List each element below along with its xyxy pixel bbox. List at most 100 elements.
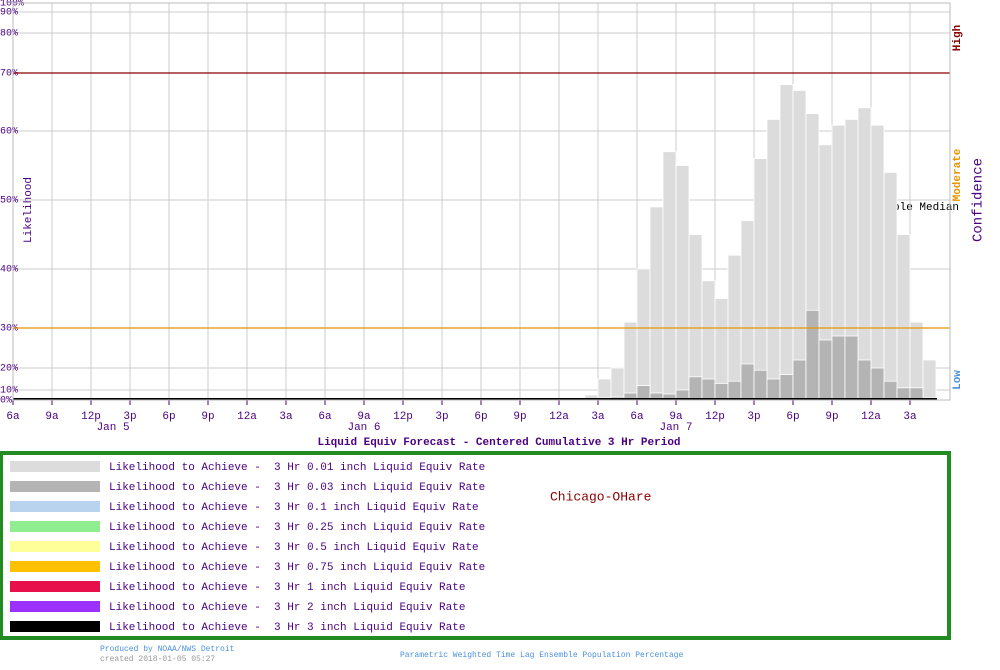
legend-box: [0, 451, 951, 640]
legend-label: Likelihood to Achieve - 3 Hr 0.5 inch Li…: [109, 542, 479, 554]
legend-swatch: [10, 481, 100, 492]
x-tick-label: 12p: [393, 411, 413, 423]
y-tick-label: 10%: [0, 386, 18, 397]
bar: [610, 367, 625, 401]
bar: [714, 382, 729, 401]
legend-label: Likelihood to Achieve - 3 Hr 0.03 inch L…: [109, 482, 485, 494]
bar: [870, 367, 885, 401]
y-tick-label: 30%: [0, 324, 18, 335]
bar: [792, 359, 807, 401]
chart-title: Liquid Equiv Forecast - Centered Cumulat…: [317, 437, 680, 449]
x-tick-label: 6a: [630, 411, 644, 423]
legend-label: Likelihood to Achieve - 3 Hr 0.01 inch L…: [109, 462, 485, 474]
legend-swatch: [10, 501, 100, 512]
x-tick-label: 9a: [45, 411, 59, 423]
bar: [688, 376, 703, 401]
bar: [675, 165, 690, 401]
legend-label: Likelihood to Achieve - 3 Hr 1 inch Liqu…: [109, 582, 465, 594]
y-tick-label: 100%: [0, 0, 24, 10]
bar: [922, 359, 937, 401]
legend-swatch: [10, 461, 100, 472]
x-tick-label: 3a: [903, 411, 917, 423]
right-label: Confidence: [971, 158, 987, 242]
plot-frame: [12, 2, 951, 401]
legend-swatch: [10, 561, 100, 572]
bar: [883, 380, 898, 401]
legend-label: Likelihood to Achieve - 3 Hr 2 inch Liqu…: [109, 602, 465, 614]
x-tick-label: 9p: [825, 411, 838, 423]
bar: [870, 124, 885, 401]
x-tick-label: 6p: [162, 411, 175, 423]
x-tick-label: 12a: [237, 411, 257, 423]
y-tick-label: 80%: [0, 29, 18, 40]
overlay: 0%10% 20% 30% 40% 50% 60% 70% 80% 90%100% 6a 9a 12p…: [0, 0, 964, 634]
bar: [740, 363, 755, 401]
legend-label: Likelihood to Achieve - 3 Hr 0.1 inch Li…: [109, 502, 479, 514]
bar: [649, 206, 664, 401]
y-tick-label: 40%: [0, 265, 18, 276]
bar: [831, 335, 846, 401]
location: Chicago-OHare: [550, 489, 651, 504]
bar: [636, 268, 651, 401]
confidence-label: Low: [952, 370, 964, 390]
x-tick-label: 12p: [705, 411, 725, 423]
y-tick-label: 90%: [0, 8, 18, 19]
y-tick-label: 50%: [0, 196, 18, 207]
bar: [766, 378, 781, 401]
legend-swatch: [10, 521, 100, 532]
legend-label: Likelihood to Achieve - 3 Hr 0.25 inch L…: [109, 522, 485, 534]
bar: [753, 158, 768, 401]
bar: [779, 84, 794, 401]
bar: [883, 171, 898, 401]
bar: [857, 107, 872, 401]
y-tick-label: 60%: [0, 127, 18, 138]
x-tick-label: 3a: [591, 411, 605, 423]
bar: [727, 380, 742, 401]
bar: [792, 90, 807, 401]
legend-swatch: [10, 541, 100, 552]
bar: [779, 374, 794, 401]
x-tick-label: 3p: [435, 411, 448, 423]
bars: [12, 84, 937, 401]
bar: [701, 378, 716, 401]
bar: [688, 234, 703, 401]
bar: [766, 119, 781, 401]
x-tick-label: 12a: [861, 411, 881, 423]
confidence-label: Moderate: [952, 148, 964, 201]
x-tick-label: 6a: [318, 411, 332, 423]
x-tick-label: 6p: [474, 411, 487, 423]
y-axis-label: Likelihood: [23, 177, 35, 243]
x-tick-label: 3a: [279, 411, 293, 423]
x-tick-label: 9p: [513, 411, 526, 423]
y-tick-label: 20%: [0, 364, 18, 375]
bar: [623, 321, 638, 401]
legend-swatch: [10, 601, 100, 612]
date-label: Jan 7: [659, 422, 692, 434]
bar: [818, 339, 833, 401]
legend-label: Likelihood to Achieve - 3 Hr 0.75 inch L…: [109, 562, 485, 574]
x-tick-label: 3p: [123, 411, 136, 423]
footer-method: Parametric Weighted Time Lag Ensemble Po…: [400, 651, 683, 660]
bar: [753, 369, 768, 401]
legend-swatch: [10, 621, 100, 632]
x-tick-label: 12p: [81, 411, 101, 423]
footer-created: created 2018-01-05 05:27: [100, 655, 215, 664]
x-tick-label: 9a: [357, 411, 371, 423]
y-tick-label: 70%: [0, 69, 18, 80]
bar: [636, 385, 651, 401]
bar: [805, 309, 820, 401]
bar: [844, 335, 859, 401]
x-tick-label: 9p: [201, 411, 214, 423]
x-tick-label: 3p: [747, 411, 760, 423]
bar: [662, 151, 677, 401]
bar: [597, 378, 612, 401]
date-label: Jan 5: [97, 422, 130, 434]
date-label: Jan 6: [347, 422, 380, 434]
footer-producer: Produced by NOAA/NWS Detroit: [100, 645, 234, 654]
y-tick-label: 0%: [0, 396, 12, 407]
bar: [896, 234, 911, 401]
x-tick-label: 9a: [669, 411, 683, 423]
x-tick-label: 6p: [786, 411, 799, 423]
legend-swatch: [10, 581, 100, 592]
